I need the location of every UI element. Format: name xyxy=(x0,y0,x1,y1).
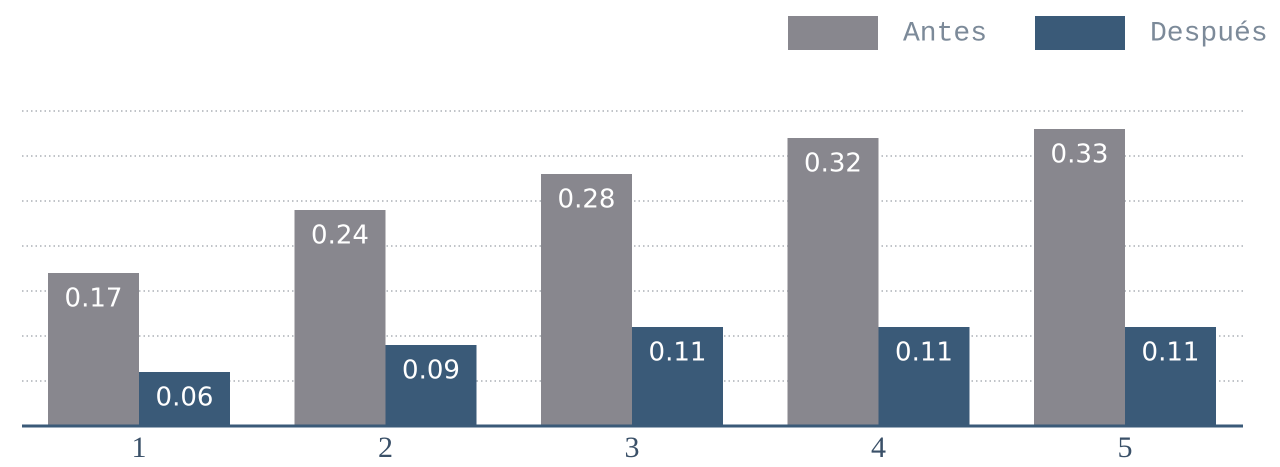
bar xyxy=(48,273,139,426)
legend-label: Antes xyxy=(903,18,987,49)
data-label: 0.17 xyxy=(65,284,123,314)
data-label: 0.09 xyxy=(402,356,460,386)
bar xyxy=(1125,327,1216,426)
data-label: 0.11 xyxy=(895,338,953,368)
bar xyxy=(787,138,879,426)
bar xyxy=(385,345,477,426)
legend-label: Después xyxy=(1150,18,1268,49)
bar xyxy=(632,327,723,426)
bar xyxy=(1034,129,1125,426)
data-label: 0.11 xyxy=(649,338,707,368)
data-label: 0.32 xyxy=(804,149,862,179)
x-tick-label: 5 xyxy=(1118,431,1133,464)
data-label: 0.33 xyxy=(1051,140,1109,170)
data-label: 0.06 xyxy=(156,383,214,413)
bar xyxy=(878,327,970,426)
data-label: 0.11 xyxy=(1142,338,1200,368)
data-label: 0.24 xyxy=(311,221,369,251)
bar xyxy=(541,174,632,426)
legend-swatch xyxy=(1035,16,1125,50)
x-tick-label: 4 xyxy=(871,431,886,464)
bar xyxy=(139,372,230,426)
bar xyxy=(294,210,386,426)
legend-swatch xyxy=(788,16,878,50)
x-tick-label: 1 xyxy=(132,431,147,464)
x-tick-label: 3 xyxy=(625,431,640,464)
x-tick-label: 2 xyxy=(378,431,393,464)
data-label: 0.28 xyxy=(558,185,616,215)
